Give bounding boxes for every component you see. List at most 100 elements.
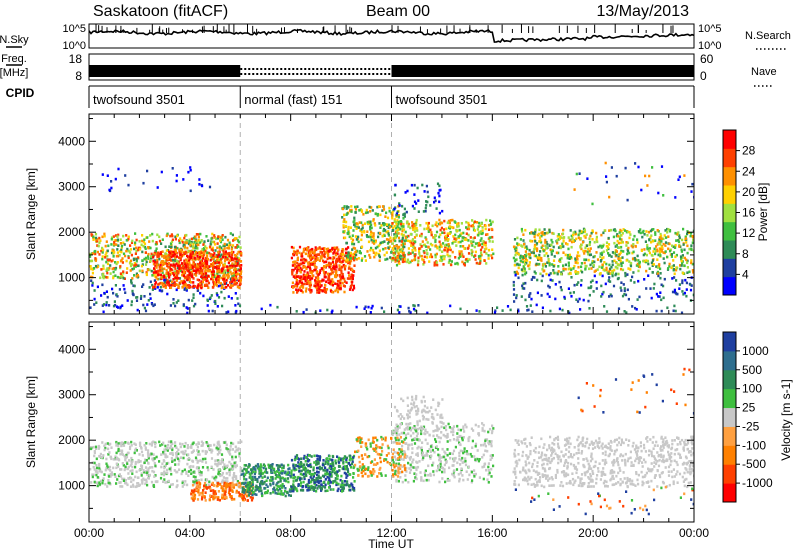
echo-cell [371,209,374,212]
echo-cell [619,260,622,263]
echo-cell [415,223,418,227]
echo-cell [538,236,542,239]
echo-cell [105,466,108,470]
echo-cell [573,283,576,287]
echo-cell [335,272,338,275]
echo-cell [576,283,579,286]
echo-cell [353,247,357,250]
echo-cell [440,245,443,248]
echo-cell [216,445,219,448]
echo-cell [94,264,98,268]
echo-cell [152,453,155,456]
echo-cell [633,281,636,284]
echo-cell [97,447,100,450]
echo-cell [521,245,524,248]
echo-cell [337,284,340,288]
echo-cell [237,279,240,283]
echo-cell [315,255,318,259]
echo-cell [481,226,484,229]
echo-cell [127,465,130,469]
echo-cell [672,251,676,254]
echo-cell [204,452,207,455]
echo-cell [183,271,186,274]
echo-cell [207,468,210,472]
echo-cell [632,271,635,274]
echo-cell [629,263,632,266]
echo-cell [574,479,577,483]
echo-cell [207,239,210,242]
echo-cell [382,208,386,211]
echo-cell [350,210,353,213]
echo-cell [237,447,240,450]
echo-cell [230,247,233,251]
echo-cell [234,237,237,240]
echo-cell [562,251,565,254]
echo-cell [208,251,211,255]
echo-cell [217,296,221,299]
echo-cell [189,285,192,289]
echo-cell [204,257,207,260]
echo-cell [295,310,298,313]
echo-cell [672,268,675,271]
echo-cell [487,254,490,257]
echo-cell [105,290,108,293]
echo-cell [230,266,233,269]
echo-cell [144,247,147,251]
echo-cell [319,269,322,272]
echo-cell [116,235,119,238]
echo-cell [160,276,163,279]
echo-cell [240,466,243,470]
echo-cell [219,255,222,258]
echo-cell [121,462,124,465]
echo-cell [291,272,294,276]
echo-cell [126,462,129,465]
echo-cell [225,443,228,447]
echo-cell [533,232,536,236]
echo-cell [347,256,350,259]
echo-cell [193,263,196,266]
echo-cell [323,288,327,291]
echo-cell [154,264,157,268]
echo-cell [196,268,199,272]
echo-cell [161,269,164,273]
echo-cell [239,279,242,282]
echo-cell [676,292,679,296]
echo-cell [111,287,114,291]
echo-cell [425,256,429,259]
echo-cell [601,245,604,248]
echo-cell [480,253,483,257]
echo-cell [630,244,633,248]
echo-cell [691,241,694,245]
echo-cell [189,168,192,172]
echo-cell [656,469,659,473]
echo-cell [230,250,233,254]
echo-cell [216,272,219,276]
echo-cell [101,275,105,279]
echo-cell [171,167,174,170]
echo-cell [124,441,127,444]
echo-cell [692,464,694,468]
echo-cell [316,271,319,274]
echo-cell [467,225,470,228]
echo-cell [401,238,404,242]
echo-cell [304,258,307,262]
echo-cell [451,218,454,222]
echo-cell [146,236,149,239]
echo-cell [553,443,556,446]
echo-cell [437,191,440,195]
echo-cell [211,232,214,236]
echo-cell [115,456,118,460]
echo-cell [107,467,110,471]
echo-cell [232,263,235,267]
echo-cell [196,453,199,456]
echo-cell [147,456,150,460]
echo-cell [213,243,217,246]
echo-cell [238,286,241,290]
echo-cell [397,221,400,224]
echo-cell [129,269,132,272]
echo-cell [98,241,101,245]
echo-cell [419,224,422,227]
echo-cell [401,250,404,253]
echo-cell [120,244,124,248]
echo-cell [190,270,193,274]
